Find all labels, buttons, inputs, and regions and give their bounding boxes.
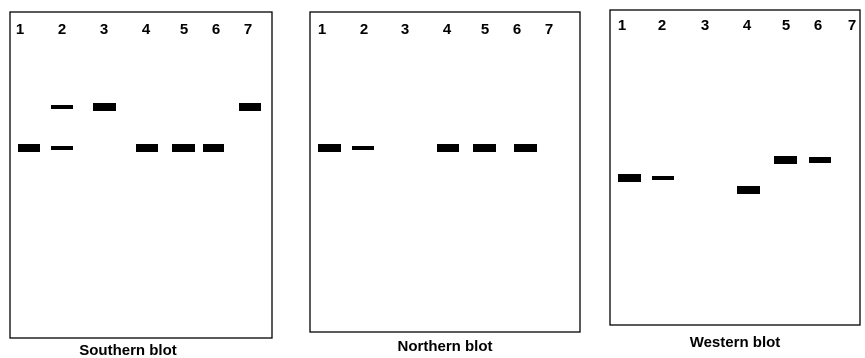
lane-label: 1 [318,21,326,38]
band [318,144,341,152]
band [737,186,760,194]
lane-label: 7 [848,17,856,34]
band [652,176,674,180]
lane-label: 5 [481,21,489,38]
lane-label: 4 [443,21,452,38]
lane-label: 6 [513,21,521,38]
band [51,146,73,150]
lane-label: 6 [814,17,822,34]
lane-label: 2 [58,21,66,38]
band [136,144,158,152]
blot-figure: 1 2 3 4 5 6 7 Southern blot 1 2 3 4 5 6 7 Northern blot… [0,0,865,358]
lane-label: 5 [180,21,188,38]
blot-title: Western blot [690,334,781,351]
band [618,174,641,182]
lane-label: 4 [142,21,151,38]
lane-label: 3 [701,17,709,34]
band [514,144,537,152]
band [809,157,831,163]
band [774,156,797,164]
lane-label: 1 [618,17,626,34]
page: {"blots": [ {"title": "Southern blot", "… [0,0,865,358]
band [473,144,496,152]
blot-title: Southern blot [79,342,177,358]
lane-label: 6 [212,21,220,38]
band [93,103,116,111]
band [437,144,459,152]
lane-label: 7 [545,21,553,38]
blot-title: Northern blot [398,338,493,355]
lane-label: 4 [743,17,752,34]
lane-label: 2 [360,21,368,38]
lane-label: 7 [244,21,252,38]
band [51,105,73,109]
lane-label: 5 [782,17,790,34]
lane-label: 2 [658,17,666,34]
band [18,144,40,152]
lane-label: 3 [100,21,108,38]
band [352,146,374,150]
lane-label: 1 [16,21,24,38]
southern-membrane [10,12,272,338]
northern-membrane [310,12,580,332]
band [172,144,195,152]
band [239,103,261,111]
western-membrane [610,10,860,325]
band [203,144,224,152]
lane-label: 3 [401,21,409,38]
